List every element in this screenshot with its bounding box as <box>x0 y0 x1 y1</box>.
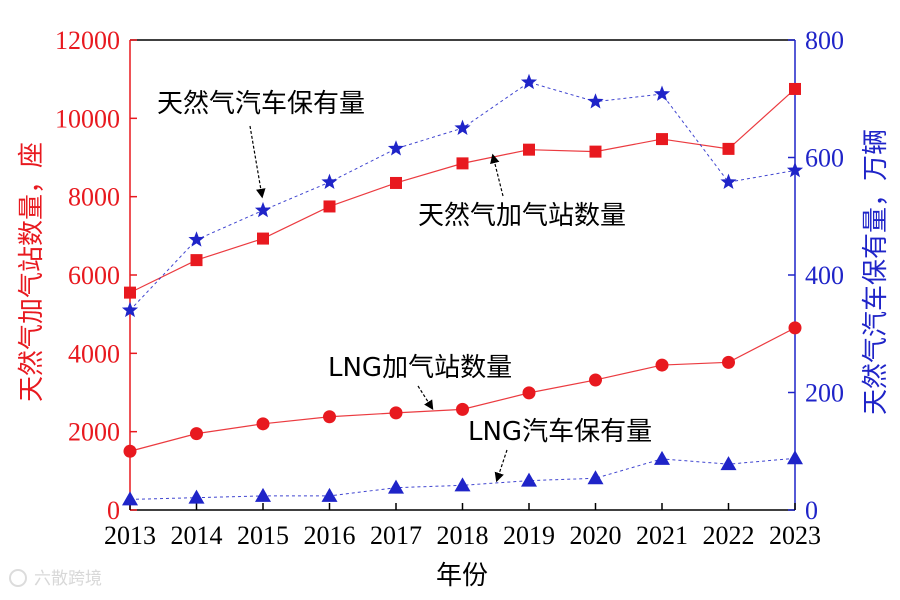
x-tick-label: 2014 <box>171 521 223 550</box>
right-tick-label: 200 <box>805 379 844 408</box>
annotation-label: LNG加气站数量 <box>328 353 512 383</box>
x-tick-label: 2016 <box>304 521 356 550</box>
series-line <box>129 457 796 500</box>
annotation-arrow <box>494 449 508 483</box>
x-axis-ticks: 2013 2014 2015 2016 2017 2018 2019 2020 2021 2022… <box>104 503 821 550</box>
data-point <box>188 231 205 247</box>
data-point <box>454 119 471 135</box>
left-tick-label: 0 <box>107 496 120 525</box>
data-point <box>123 444 137 458</box>
left-axis-ticks: 0 2000 4000 6000 8000 10000 12000 <box>55 26 137 525</box>
data-point <box>787 450 803 465</box>
series-star <box>121 73 804 318</box>
data-point <box>722 142 735 155</box>
x-tick-label: 2017 <box>370 521 422 550</box>
data-point <box>589 145 602 158</box>
data-point <box>255 487 271 502</box>
left-axis-title: 天然气加气站数量，座 <box>17 142 47 402</box>
data-point <box>190 254 203 267</box>
right-axis-ticks: 0 200 400 600 800 <box>788 26 844 525</box>
left-tick-label: 10000 <box>55 104 120 133</box>
left-tick-label: 12000 <box>55 26 120 55</box>
data-point <box>323 410 336 424</box>
data-point <box>521 472 537 487</box>
left-tick-label: 2000 <box>68 418 120 447</box>
data-point <box>520 73 538 90</box>
x-axis-title: 年份 <box>436 561 488 591</box>
data-point <box>522 386 536 400</box>
x-tick-label: 2013 <box>104 521 156 550</box>
data-point <box>722 355 735 369</box>
annotation-arrow <box>417 385 434 411</box>
x-tick-label: 2021 <box>636 521 688 550</box>
data-point <box>122 491 138 506</box>
data-point <box>653 85 671 101</box>
data-point <box>321 487 338 502</box>
data-point <box>190 427 203 441</box>
data-point <box>587 93 604 109</box>
data-point <box>256 417 270 431</box>
x-tick-label: 2022 <box>703 521 755 550</box>
right-tick-label: 0 <box>805 496 818 525</box>
data-point <box>720 173 737 190</box>
annotation-label: LNG汽车保有量 <box>468 417 652 447</box>
data-point <box>387 140 405 156</box>
data-point <box>389 406 403 420</box>
x-tick-label: 2019 <box>503 521 555 550</box>
data-point <box>720 456 737 471</box>
data-point <box>655 358 669 372</box>
series-circle <box>123 321 802 458</box>
data-point <box>654 450 670 465</box>
right-tick-label: 400 <box>805 261 844 290</box>
data-point <box>121 301 139 318</box>
data-point <box>323 200 336 213</box>
watermark-logo-icon <box>9 569 27 587</box>
series-line <box>129 88 796 294</box>
data-point <box>456 157 469 170</box>
data-point <box>254 201 272 218</box>
left-tick-label: 4000 <box>68 339 120 368</box>
series-square <box>124 82 801 299</box>
data-point <box>188 489 205 504</box>
series-layer <box>121 73 804 506</box>
series-triangle <box>122 450 803 506</box>
watermark-text: 六散跨境 <box>34 569 102 589</box>
left-tick-label: 8000 <box>68 183 120 212</box>
annotation-arrow <box>249 125 266 199</box>
x-tick-label: 2018 <box>437 521 489 550</box>
data-point <box>257 232 269 245</box>
data-point <box>523 143 535 156</box>
data-point <box>321 173 338 190</box>
x-tick-label: 2023 <box>769 521 821 550</box>
x-tick-label: 2015 <box>237 521 289 550</box>
right-tick-label: 800 <box>805 26 844 55</box>
series-line <box>129 327 796 452</box>
data-point <box>656 133 668 146</box>
annotation-label: 天然气加气站数量 <box>418 201 626 231</box>
data-point <box>456 402 469 416</box>
annotation-arrow <box>490 153 504 197</box>
watermark: 六散跨境 <box>9 569 102 589</box>
data-point <box>589 373 602 387</box>
left-tick-label: 6000 <box>68 261 120 290</box>
data-point <box>124 286 136 299</box>
data-point <box>454 477 471 492</box>
data-point <box>390 176 402 189</box>
data-point <box>786 161 804 178</box>
x-tick-label: 2020 <box>570 521 622 550</box>
right-axis-title: 天然气汽车保有量，万辆 <box>861 129 891 415</box>
annotation-label: 天然气汽车保有量 <box>157 89 365 119</box>
data-point <box>388 479 404 494</box>
right-tick-label: 600 <box>805 144 844 173</box>
data-point <box>788 321 802 335</box>
data-point <box>789 82 801 95</box>
data-point <box>587 470 604 485</box>
